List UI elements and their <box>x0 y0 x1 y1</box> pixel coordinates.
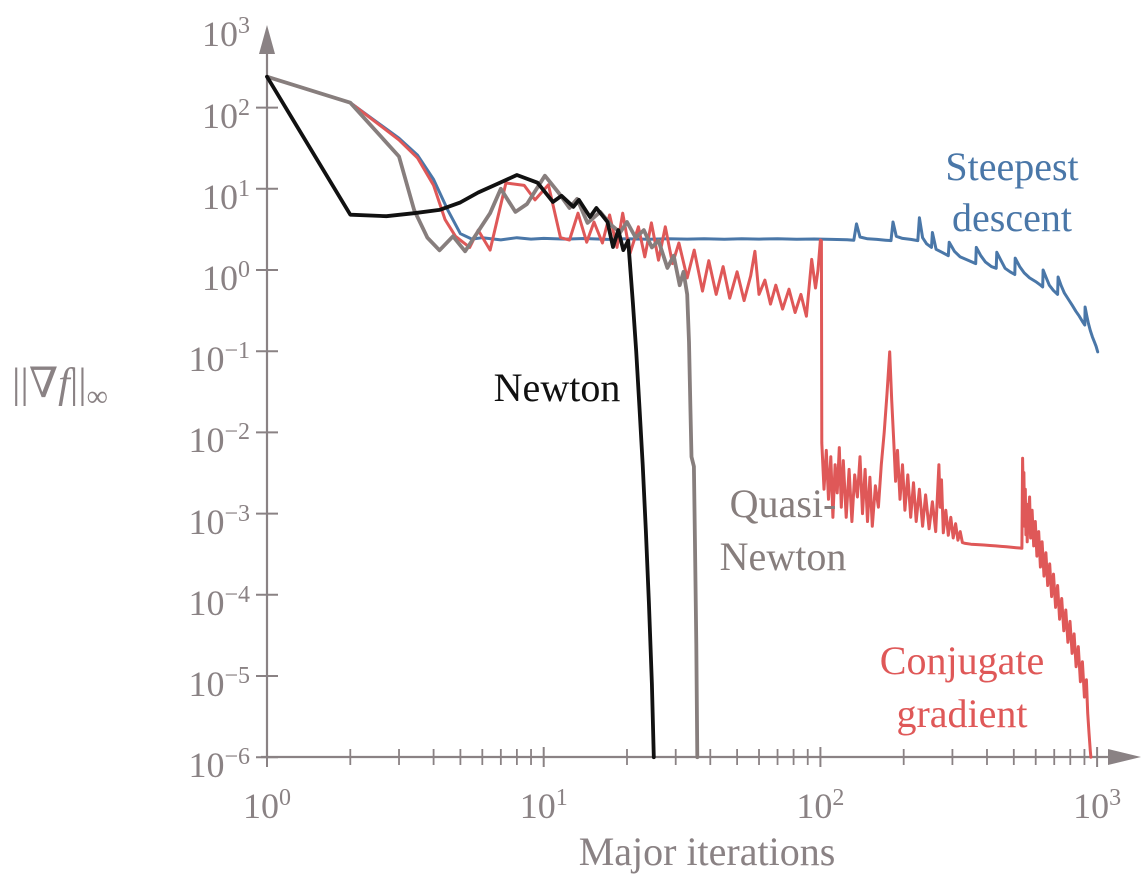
y-axis-title-infinity: ∞ <box>86 380 109 413</box>
series-label-newton: Newton <box>493 365 621 410</box>
quasi-newton-label-line1: Quasi- <box>729 481 837 526</box>
y-axis-title-f: f <box>58 361 70 407</box>
conjugate-label-line2: gradient <box>896 691 1028 736</box>
x-tick-label-10e0: 100 <box>243 785 291 826</box>
x-tick-label-10e3: 103 <box>1073 785 1122 826</box>
y-axis-arrow <box>259 25 275 54</box>
y-tick-label-10e2: 102 <box>202 94 250 136</box>
conjugate-label-line1: Conjugate <box>879 638 1045 683</box>
y-tick-label-10e-3: 10−3 <box>188 500 250 542</box>
series-label-steepest-descent: Steepest descent <box>902 141 1122 243</box>
series-line-conjugate-gradient <box>265 75 1093 759</box>
quasi-newton-label-line2: Newton <box>719 534 847 579</box>
y-tick-label-10e1: 101 <box>202 175 250 217</box>
y-tick-label-10e-5: 10−5 <box>188 663 250 704</box>
y-tick-label-10e-6: 10−6 <box>188 744 250 786</box>
y-tick-label-10e-1: 10−1 <box>188 338 250 380</box>
x-axis-arrow <box>1108 749 1141 765</box>
series-label-conjugate-gradient: Conjugate gradient <box>846 634 1078 740</box>
y-tick-label-10e3: 103 <box>202 13 250 55</box>
y-axis-title: ||∇f||∞ <box>12 358 182 414</box>
x-tick-label-10e1: 101 <box>519 785 568 826</box>
y-axis-title-post: || <box>69 361 87 407</box>
series-label-quasi-newton: Quasi- Newton <box>683 477 883 583</box>
steepest-label-line2: descent <box>952 195 1072 240</box>
x-axis-title: Major iterations <box>578 829 836 874</box>
x-tick-label-10e2: 102 <box>796 785 845 826</box>
y-tick-label-10e0: 100 <box>202 257 250 298</box>
y-tick-label-10e-2: 10−2 <box>188 419 250 461</box>
steepest-label-line1: Steepest <box>945 144 1079 189</box>
y-axis-title-pre: ||∇ <box>12 361 59 407</box>
series-line-newton <box>265 74 656 760</box>
y-tick-label-10e-4: 10−4 <box>188 581 250 623</box>
series-line-quasi-newton <box>265 74 700 760</box>
